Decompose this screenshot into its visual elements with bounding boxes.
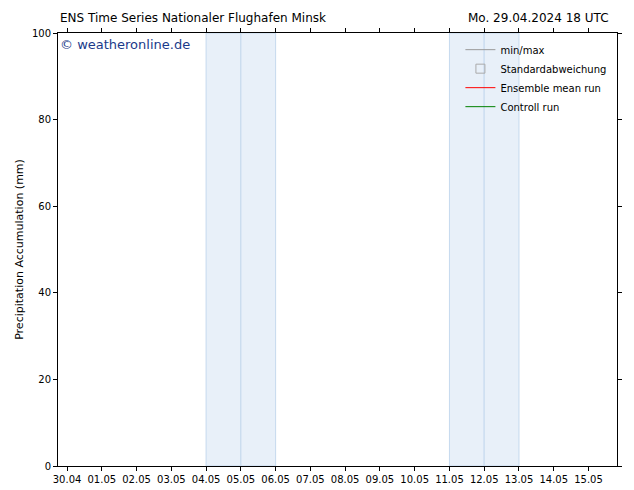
svg-text:15.05: 15.05 [574,474,603,485]
svg-text:12.05: 12.05 [470,474,499,485]
svg-text:14.05: 14.05 [539,474,568,485]
svg-text:05.05: 05.05 [227,474,256,485]
svg-text:Mo. 29.04.2024 18 UTC: Mo. 29.04.2024 18 UTC [468,11,609,25]
svg-text:Controll run: Controll run [500,102,559,113]
svg-text:30.04: 30.04 [53,474,82,485]
svg-text:04.05: 04.05 [192,474,221,485]
svg-text:07.05: 07.05 [296,474,325,485]
svg-text:03.05: 03.05 [157,474,186,485]
svg-text:80: 80 [38,114,51,125]
svg-text:20: 20 [38,374,51,385]
svg-text:Standardabweichung: Standardabweichung [500,64,606,75]
svg-text:© weatheronline.de: © weatheronline.de [60,37,190,52]
svg-text:60: 60 [38,201,51,212]
svg-text:40: 40 [38,287,51,298]
svg-text:06.05: 06.05 [261,474,290,485]
svg-text:02.05: 02.05 [122,474,151,485]
svg-text:08.05: 08.05 [331,474,360,485]
svg-text:13.05: 13.05 [505,474,534,485]
svg-text:Precipitation Accumulation (mm: Precipitation Accumulation (mm) [13,159,26,340]
svg-text:09.05: 09.05 [366,474,395,485]
svg-text:11.05: 11.05 [435,474,464,485]
svg-text:10.05: 10.05 [400,474,429,485]
svg-text:Ensemble mean run: Ensemble mean run [500,83,601,94]
svg-text:01.05: 01.05 [87,474,116,485]
svg-text:0: 0 [45,461,51,472]
svg-text:100: 100 [32,28,51,39]
svg-text:ENS Time Series Nationaler Flu: ENS Time Series Nationaler Flughafen Min… [60,11,326,25]
svg-text:min/max: min/max [500,45,544,56]
